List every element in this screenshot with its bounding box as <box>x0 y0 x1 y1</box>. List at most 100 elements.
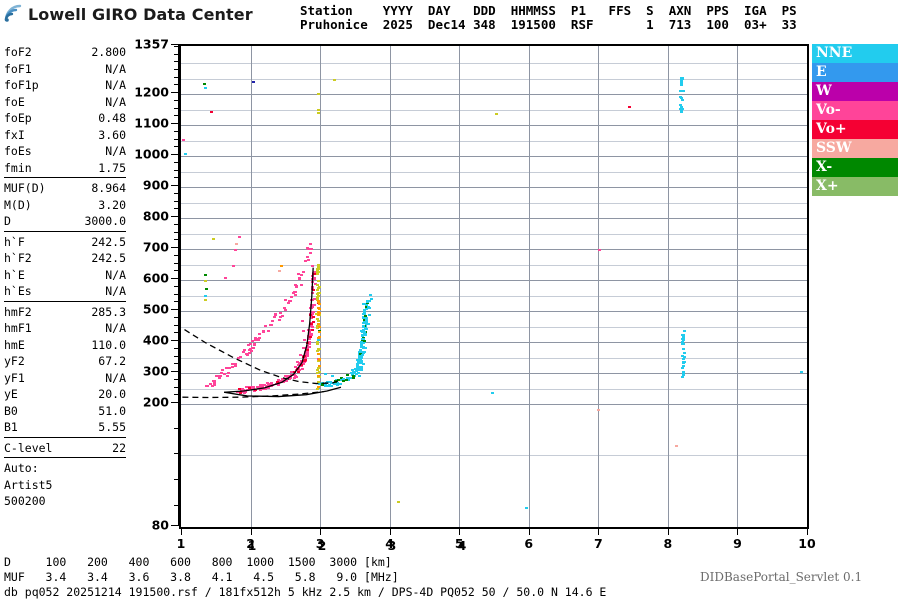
y-tick-label: 400 <box>143 333 169 348</box>
legend-item-e[interactable]: E <box>812 63 898 82</box>
muf-row-d: D 100 200 400 600 800 1000 1500 3000 [km… <box>4 555 399 570</box>
param-row: hmE 110.0 <box>4 337 126 354</box>
param-value: 110.0 <box>91 337 126 354</box>
y-tick-label: 800 <box>143 209 169 224</box>
param-value: 242.5 <box>91 234 126 251</box>
param-key: yF1 <box>4 370 25 387</box>
param-row: B0 51.0 <box>4 403 126 420</box>
param-row: foE N/A <box>4 94 126 111</box>
legend-item-vo-[interactable]: Vo- <box>812 101 898 120</box>
param-key: hmE <box>4 337 25 354</box>
station-header-columns: Station YYYY DAY DDD HHMMSS P1 FFS S AXN… <box>300 3 797 18</box>
param-row: hmF2 285.3 <box>4 304 126 321</box>
legend-item-ssw[interactable]: SSW <box>812 139 898 158</box>
param-key: B1 <box>4 419 18 436</box>
param-key: foF1 <box>4 61 32 78</box>
polarization-legend: NNE E W Vo- Vo+ SSW X- X+ <box>812 44 898 196</box>
x-tick <box>737 529 738 535</box>
param-value: N/A <box>105 77 126 94</box>
param-value: 67.2 <box>98 353 126 370</box>
param-key: fxI <box>4 127 25 144</box>
y-tick-label: 500 <box>143 302 169 317</box>
station-header-values: Pruhonice 2025 Dec14 348 191500 RSF 1 71… <box>300 17 797 32</box>
param-key: yF2 <box>4 353 25 370</box>
y-tick-label: 900 <box>143 178 169 193</box>
giro-wave-logo-icon <box>4 4 26 24</box>
param-row: M(D) 3.20 <box>4 197 126 214</box>
param-key: yE <box>4 386 18 403</box>
param-key: h`F <box>4 234 25 251</box>
x-tick <box>807 529 808 535</box>
autoscaler-info: Auto: Artist5 500200 <box>4 460 126 510</box>
param-row: hmF1 N/A <box>4 320 126 337</box>
y-tick-major <box>171 525 179 526</box>
param-value: N/A <box>105 94 126 111</box>
muf-column-number: 2 <box>318 538 327 553</box>
footer-db-line: db pq052 20251214 191500.rsf / 181fx512h… <box>4 585 606 599</box>
x-tick <box>668 529 669 535</box>
param-row: fmin 1.75 <box>4 160 126 177</box>
legend-item-w[interactable]: W <box>812 82 898 101</box>
param-key: hmF1 <box>4 320 32 337</box>
param-row: foEs N/A <box>4 143 126 160</box>
param-key: D <box>4 213 11 230</box>
param-row: yE 20.0 <box>4 386 126 403</box>
param-row: MUF(D) 8.964 <box>4 180 126 197</box>
profile-dashed-upper <box>184 330 341 384</box>
ionogram-plot-area[interactable] <box>179 44 809 529</box>
param-row: foF2 2.800 <box>4 44 126 61</box>
muf-column-number: 1 <box>248 538 257 553</box>
param-row: yF1 N/A <box>4 370 126 387</box>
param-row: D 3000.0 <box>4 213 126 230</box>
param-key: C-level <box>4 440 52 457</box>
y-axis: 1357 1200 1100 1000 900 800 700 600 500 400 300 200… <box>126 38 179 535</box>
x-tick <box>181 529 182 535</box>
param-row: C-level 22 <box>4 440 126 457</box>
param-value: 8.964 <box>91 180 126 197</box>
param-row: B1 5.55 <box>4 419 126 436</box>
y-tick-label: 1200 <box>134 85 169 100</box>
param-row: foEp 0.48 <box>4 110 126 127</box>
legend-item-nne[interactable]: NNE <box>812 44 898 63</box>
param-value: 3000.0 <box>84 213 126 230</box>
x-tick-label: 10 <box>798 536 815 551</box>
legend-item-x-[interactable]: X- <box>812 158 898 177</box>
y-tick-label: 1100 <box>134 116 169 131</box>
param-key: h`Es <box>4 283 32 300</box>
param-row: foF1 N/A <box>4 61 126 78</box>
legend-item-vo-[interactable]: Vo+ <box>812 120 898 139</box>
brand-header: Lowell GIRO Data Center <box>4 4 253 24</box>
param-group: foF2 2.800 foF1 N/A foF1p N/A foE N/A foEp 0.48 fx… <box>4 44 126 178</box>
muf-column-number: 4 <box>458 538 467 553</box>
param-key: fmin <box>4 160 32 177</box>
h-gridline <box>181 527 807 528</box>
param-value: 3.60 <box>98 127 126 144</box>
param-value: 5.55 <box>98 419 126 436</box>
x-tick-label: 9 <box>733 536 742 551</box>
param-value: N/A <box>105 143 126 160</box>
param-value: N/A <box>105 283 126 300</box>
param-value: 22 <box>112 440 126 457</box>
x-tick-label: 8 <box>664 536 673 551</box>
y-tick-label: 1357 <box>134 37 169 52</box>
param-key: foEp <box>4 110 32 127</box>
param-row: foF1p N/A <box>4 77 126 94</box>
x-tick-label: 6 <box>524 536 533 551</box>
autoscaler-line: 500200 <box>4 493 126 510</box>
x-tick <box>598 529 599 535</box>
param-key: foF1p <box>4 77 39 94</box>
brand-title: Lowell GIRO Data Center <box>28 5 253 24</box>
y-tick-label: 300 <box>143 364 169 379</box>
legend-item-x-[interactable]: X+ <box>812 177 898 196</box>
param-row: h`F 242.5 <box>4 234 126 251</box>
param-key: M(D) <box>4 197 32 214</box>
param-group: C-level 22 <box>4 440 126 459</box>
param-value: 285.3 <box>91 304 126 321</box>
muf-row-muf: MUF 3.4 3.4 3.6 3.8 4.1 4.5 5.8 9.0 [MHz… <box>4 570 399 585</box>
param-key: h`F2 <box>4 250 32 267</box>
param-group: hmF2 285.3 hmF1 N/A hmE 110.0 yF2 67.2 yF1 N/A yE 2… <box>4 304 126 438</box>
param-row: fxI 3.60 <box>4 127 126 144</box>
muf-distance-table: D 100 200 400 600 800 1000 1500 3000 [km… <box>4 555 399 584</box>
param-group: MUF(D) 8.964 M(D) 3.20 D 3000.0 <box>4 180 126 232</box>
y-tick-label: 1000 <box>134 147 169 162</box>
